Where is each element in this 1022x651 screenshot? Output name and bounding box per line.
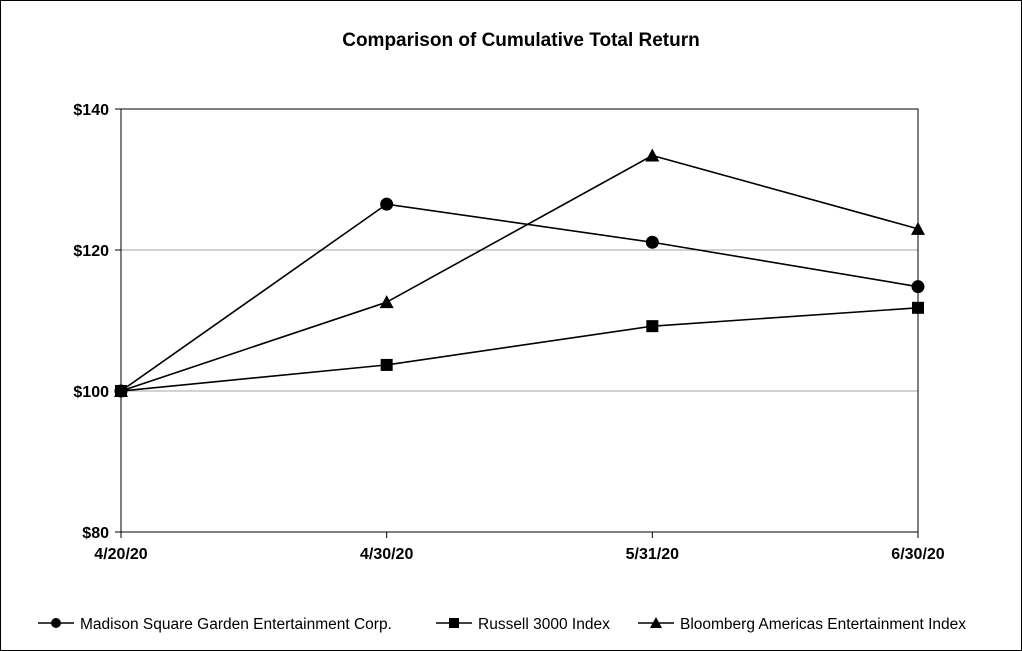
- plot-area-border: [120, 108, 919, 533]
- data-point-circle: [645, 235, 659, 249]
- series-line-triangle: [120, 154, 919, 392]
- legend-label-square: Russell 3000 Index: [478, 616, 610, 633]
- data-point-square: [380, 358, 393, 371]
- data-point-circle: [911, 280, 925, 294]
- x-tick-label: 4/20/20: [94, 546, 147, 563]
- y-tick-label: $100: [73, 384, 109, 401]
- y-tick-label: $120: [73, 243, 109, 260]
- legend-label-triangle: Bloomberg Americas Entertainment Index: [680, 616, 966, 633]
- x-tick-label: 6/30/20: [891, 546, 944, 563]
- gridlines: [121, 249, 918, 392]
- data-point-square: [646, 320, 659, 333]
- data-point-triangle: [911, 221, 925, 235]
- data-point-circle: [380, 197, 394, 211]
- series-line-circle: [120, 203, 919, 392]
- x-tick-label: 5/31/20: [626, 546, 679, 563]
- series-line-square: [120, 307, 919, 392]
- legend-circle-icon: [51, 618, 61, 628]
- data-point-triangle: [114, 384, 128, 397]
- legend-triangle-icon: [650, 617, 662, 628]
- legend-square-icon: [449, 618, 459, 628]
- x-tick-label: 4/30/20: [360, 546, 413, 563]
- series-layer: [114, 148, 925, 398]
- legend-label-circle: Madison Square Garden Entertainment Corp…: [80, 616, 392, 633]
- data-point-square: [912, 301, 924, 314]
- chart-title: Comparison of Cumulative Total Return: [342, 30, 700, 51]
- y-tick-label: $80: [82, 525, 109, 542]
- y-tick-label: $140: [73, 102, 109, 119]
- axes: $80 $100 $120 $140 4/20/20 4/30/20 5/31/20 6/30…: [73, 102, 944, 563]
- legend: Madison Square Garden Entertainment Corp…: [38, 616, 966, 633]
- data-point-triangle: [645, 148, 660, 162]
- data-point-triangle: [379, 295, 394, 309]
